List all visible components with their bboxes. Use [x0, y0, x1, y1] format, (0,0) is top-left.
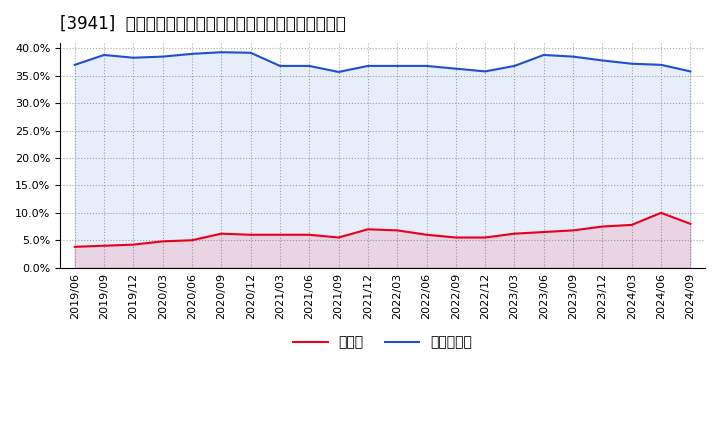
現預金 — [539, 229, 548, 235]
有利子負債 — [217, 50, 225, 55]
有利子負債 — [686, 69, 695, 74]
現預金 — [451, 235, 460, 240]
有利子負債 — [569, 54, 577, 59]
現預金 — [393, 228, 402, 233]
現預金 — [334, 235, 343, 240]
現預金 — [598, 224, 607, 229]
有利子負債 — [627, 61, 636, 66]
現預金 — [510, 231, 519, 236]
有利子負債 — [305, 63, 314, 69]
現預金 — [305, 232, 314, 238]
有利子負債 — [510, 63, 519, 69]
現預金 — [422, 232, 431, 238]
現預金 — [100, 243, 109, 248]
有利子負債 — [334, 70, 343, 75]
現預金 — [71, 244, 79, 249]
有利子負債 — [246, 50, 255, 55]
現預金 — [569, 228, 577, 233]
有利子負債 — [364, 63, 372, 69]
現預金 — [657, 210, 665, 216]
有利子負債 — [598, 58, 607, 63]
有利子負債 — [539, 52, 548, 58]
現預金 — [188, 238, 197, 243]
Text: [3941]  現預金、有利子負債の総資産に対する比率の推移: [3941] 現預金、有利子負債の総資産に対する比率の推移 — [60, 15, 346, 33]
Line: 現預金: 現預金 — [75, 213, 690, 247]
有利子負債 — [422, 63, 431, 69]
現預金 — [627, 222, 636, 227]
有利子負債 — [451, 66, 460, 71]
有利子負債 — [71, 62, 79, 67]
有利子負債 — [276, 63, 284, 69]
有利子負債 — [158, 54, 167, 59]
現預金 — [364, 227, 372, 232]
現預金 — [217, 231, 225, 236]
現預金 — [481, 235, 490, 240]
現預金 — [246, 232, 255, 238]
現預金 — [158, 238, 167, 244]
有利子負債 — [657, 62, 665, 67]
現預金 — [129, 242, 138, 247]
有利子負債 — [393, 63, 402, 69]
有利子負債 — [100, 52, 109, 58]
現預金 — [276, 232, 284, 238]
有利子負債 — [129, 55, 138, 60]
Legend: 現預金, 有利子負債: 現預金, 有利子負債 — [287, 330, 478, 355]
有利子負債 — [481, 69, 490, 74]
有利子負債 — [188, 51, 197, 56]
現預金 — [686, 221, 695, 227]
Line: 有利子負債: 有利子負債 — [75, 52, 690, 72]
